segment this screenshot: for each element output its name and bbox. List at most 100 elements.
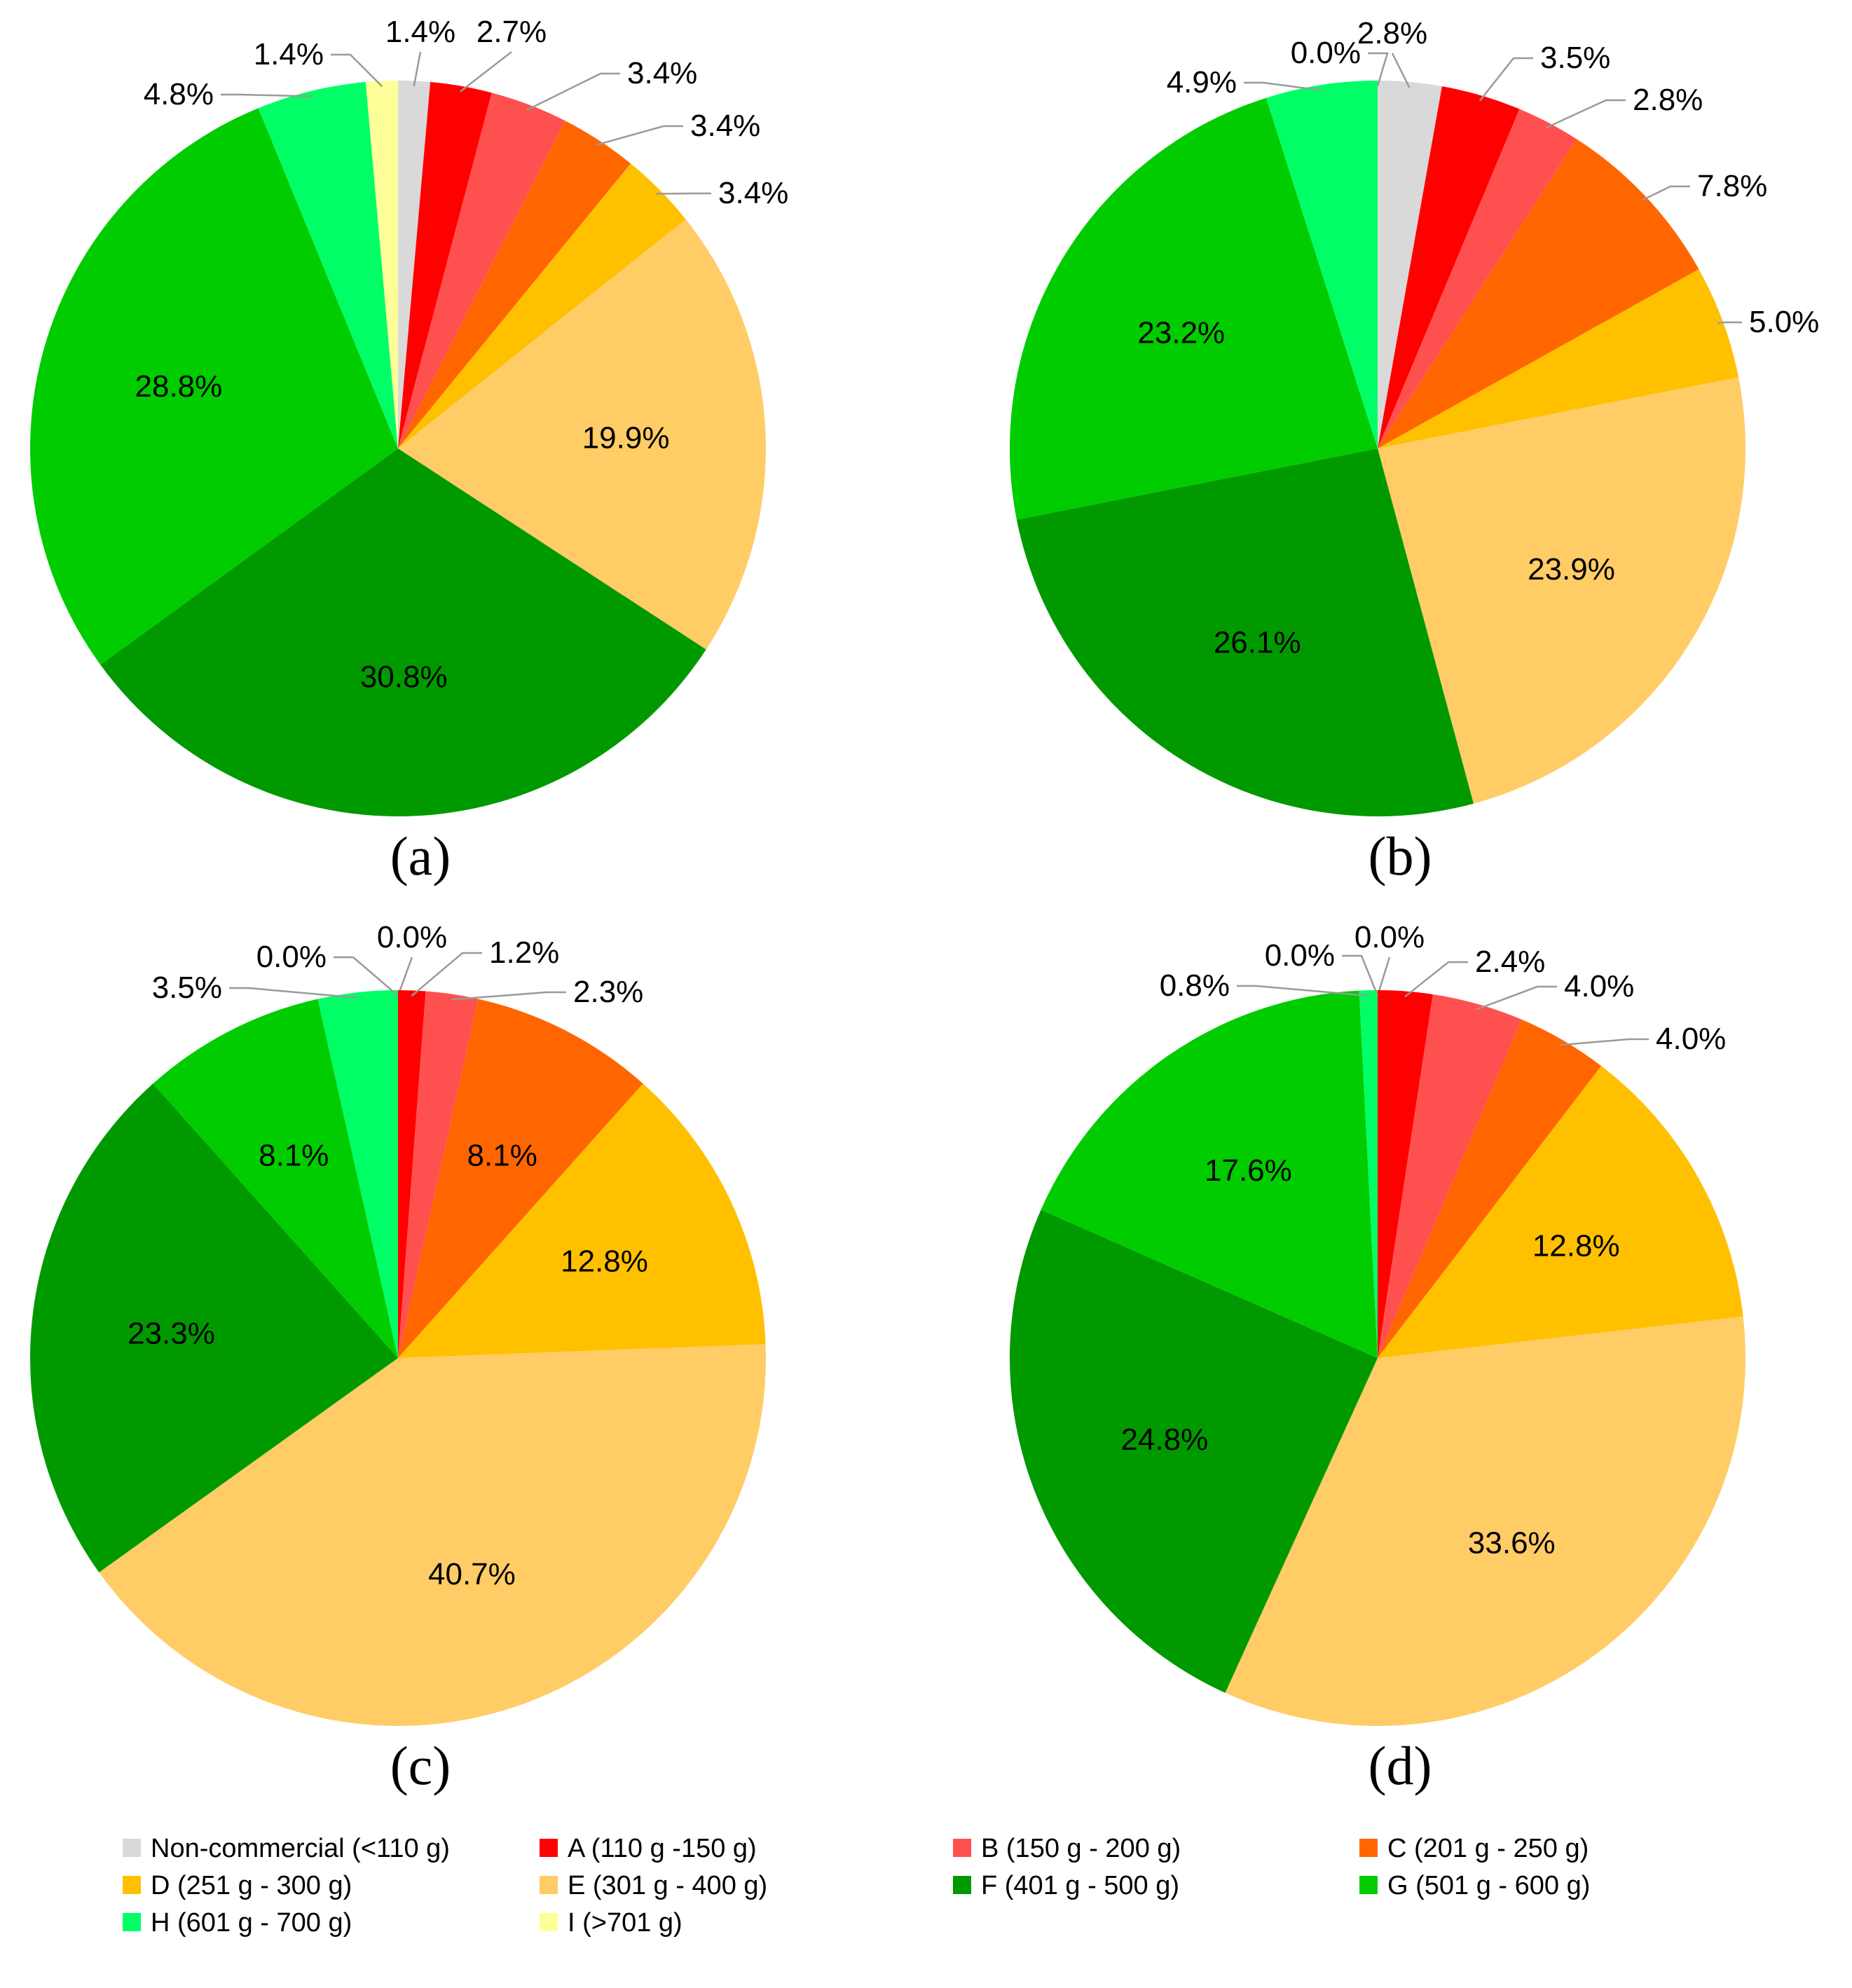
legend: Non-commercial (<110 g) A (110 g -150 g) B…	[123, 1834, 1590, 1938]
pie-charts: 1.4% 2.7% 3.4% 3.4% 3.4% 19.9% 30.8% 28.8% 4.8% 1…	[29, 15, 1819, 1796]
leader-line	[451, 991, 566, 1001]
pie-slice-class-g	[1010, 97, 1378, 520]
leader-line	[1476, 985, 1557, 1010]
legend-label: A (110 g -150 g)	[568, 1834, 757, 1863]
pie-chart-b: 2.8% 3.5% 2.8% 7.8% 5.0% 23.9% 26.1% 23.2% 4.9% 0…	[1010, 16, 1819, 886]
leader-line	[1376, 957, 1391, 996]
legend-label: C (201 g - 250 g)	[1387, 1834, 1589, 1863]
legend-label: F (401 g - 500 g)	[981, 1871, 1179, 1900]
data-label: 17.6%	[1205, 1153, 1292, 1188]
pie-slice-class-g	[153, 999, 398, 1358]
data-label: 0.0%	[256, 940, 327, 974]
data-label: 3.4%	[627, 56, 697, 90]
legend-label: I (>701 g)	[568, 1908, 683, 1938]
legend-item: B (150 g - 200 g)	[953, 1834, 1181, 1863]
pie-slice-class-c	[1378, 1019, 1602, 1358]
data-label: 0.0%	[377, 920, 447, 954]
data-label: 30.8%	[360, 659, 448, 694]
leader-line	[526, 72, 620, 111]
pie-slice-class-c	[398, 999, 643, 1358]
pie-slice-class-e	[99, 1344, 767, 1726]
data-label: 4.8%	[144, 77, 214, 111]
data-label: 4.0%	[1656, 1022, 1726, 1056]
data-label: 1.4%	[385, 15, 455, 49]
pie-slice-class-h	[1265, 81, 1378, 448]
legend-item: Non-commercial (<110 g)	[123, 1834, 450, 1863]
data-label: 8.1%	[259, 1138, 329, 1172]
data-label: 26.1%	[1214, 626, 1301, 660]
pie-slice-class-h	[317, 990, 398, 1358]
data-label: 3.4%	[690, 109, 760, 143]
pie-slice-class-h	[258, 82, 398, 448]
leader-line	[1479, 57, 1533, 102]
pie-slice-class-a	[1378, 990, 1433, 1358]
legend-item: H (601 g - 700 g)	[123, 1908, 352, 1938]
legend-label: B (150 g - 200 g)	[981, 1834, 1181, 1863]
pie-slice-class-f	[1016, 448, 1474, 817]
legend-label: G (501 g - 600 g)	[1387, 1871, 1590, 1900]
legend-item: A (110 g -150 g)	[540, 1834, 757, 1863]
pie-slice-class-d	[398, 1083, 766, 1358]
panel-label: (a)	[390, 825, 451, 886]
data-label: 12.8%	[1532, 1229, 1620, 1263]
leader-line	[596, 125, 683, 146]
legend-item: I (>701 g)	[540, 1908, 683, 1938]
pie-slice-class-e	[1378, 377, 1745, 804]
pie-slice-class-c	[1378, 139, 1699, 448]
pie-slice-class-b	[398, 991, 479, 1358]
legend-swatch	[953, 1839, 971, 1857]
pie-slice-class-h	[1359, 990, 1378, 1358]
leader-line	[334, 956, 399, 996]
pie-slice-class-a	[1378, 86, 1520, 449]
leader-line	[229, 987, 359, 999]
data-label: 0.0%	[1291, 36, 1361, 70]
data-label: 23.9%	[1528, 552, 1615, 587]
data-label: 0.8%	[1160, 968, 1230, 1003]
data-label: 0.0%	[1354, 920, 1425, 954]
leader-line	[1560, 1038, 1649, 1046]
legend-swatch	[123, 1913, 141, 1931]
pie-slice-class-b	[1378, 109, 1577, 448]
data-label: 28.8%	[135, 369, 223, 404]
leader-line	[1404, 961, 1468, 998]
panel-label: (b)	[1369, 825, 1432, 886]
leader-line	[1342, 954, 1379, 996]
data-label: 23.3%	[128, 1316, 215, 1350]
pie-slice-class-f	[1009, 1209, 1378, 1693]
pie-slice-class-e	[1225, 1316, 1746, 1727]
data-label: 2.7%	[476, 15, 547, 49]
leader-line	[1391, 53, 1411, 88]
legend-swatch	[540, 1876, 558, 1894]
pie-slice-non-commercial	[1378, 81, 1442, 448]
leader-line	[1244, 81, 1322, 92]
leader-line	[397, 957, 413, 996]
legend-item: E (301 g - 400 g)	[540, 1871, 767, 1900]
data-label: 3.5%	[152, 971, 222, 1005]
data-label: 7.8%	[1697, 169, 1767, 203]
pie-slice-class-a	[398, 82, 492, 448]
pie-slice-class-f	[30, 1083, 399, 1572]
leader-line	[1237, 985, 1369, 997]
legend-label: E (301 g - 400 g)	[568, 1871, 767, 1900]
pie-slice-class-d	[398, 163, 686, 448]
leader-line	[413, 51, 422, 87]
pie-slice-class-g	[29, 108, 399, 665]
pie-chart-a: 1.4% 2.7% 3.4% 3.4% 3.4% 19.9% 30.8% 28.8% 4.8% 1…	[29, 15, 788, 886]
leader-line	[1641, 185, 1690, 202]
data-label: 40.7%	[428, 1557, 516, 1591]
data-label: 3.5%	[1540, 41, 1610, 75]
data-label: 0.0%	[1265, 938, 1335, 973]
pie-chart-d: 0.0% 2.4% 4.0% 4.0% 12.8% 33.6% 24.8% 17.6% 0.8%…	[1009, 920, 1746, 1796]
leader-line	[1717, 321, 1742, 325]
data-label: 4.0%	[1564, 969, 1634, 1003]
data-label: 2.8%	[1633, 83, 1703, 117]
legend-item: G (501 g - 600 g)	[1359, 1871, 1590, 1900]
data-label: 23.2%	[1137, 315, 1225, 350]
legend-swatch	[1359, 1839, 1378, 1857]
leader-line	[221, 93, 313, 97]
data-label: 12.8%	[561, 1244, 648, 1278]
pie-chart-c: 0.0% 1.2% 2.3% 8.1% 12.8% 40.7% 23.3% 8.1% 3.5% 0…	[30, 920, 767, 1796]
pie-slice-non-commercial	[398, 81, 431, 448]
legend-label: H (601 g - 700 g)	[151, 1908, 352, 1938]
